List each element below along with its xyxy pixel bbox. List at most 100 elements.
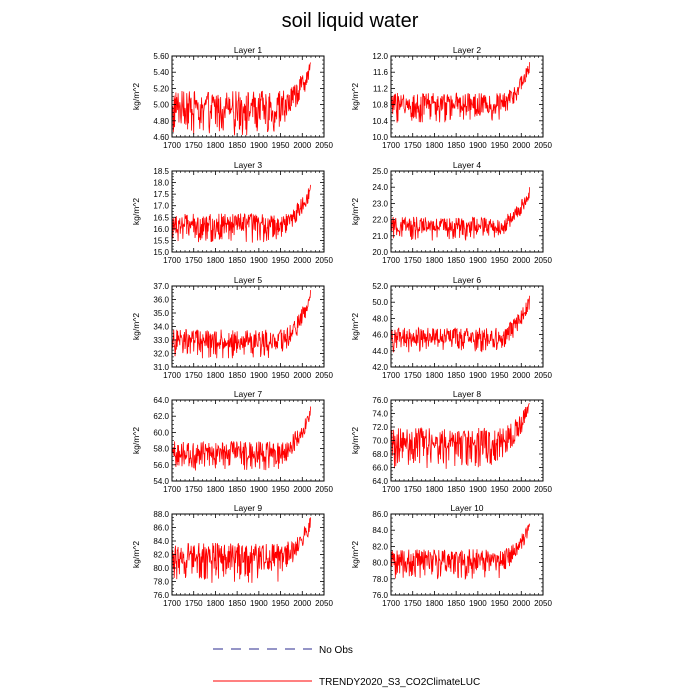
y-tick-label: 82.0	[153, 551, 169, 560]
x-tick-label: 1950	[272, 256, 290, 265]
y-tick-label: 15.5	[153, 236, 169, 245]
y-tick-label: 86.0	[153, 524, 169, 533]
panel-title: Layer 10	[450, 503, 483, 513]
panel-layer-9: 1700 1750 1800 1850 1900 1950 2000 2050 76.0 78.0…	[131, 503, 333, 608]
y-tick-label: 80.0	[153, 564, 169, 573]
x-tick-label: 1950	[491, 371, 509, 380]
figure-title: soil liquid water	[282, 10, 419, 32]
panel-title: Layer 8	[453, 389, 482, 399]
chart-panels: 1700 1750 1800 1850 1900 1950 2000 20504.604.80…	[131, 45, 552, 608]
x-tick-label: 2050	[315, 371, 333, 380]
x-tick-label: 1800	[207, 485, 225, 494]
panel-title: Layer 1	[234, 45, 263, 55]
x-tick-label: 1950	[272, 371, 290, 380]
x-tick-label: 1900	[469, 485, 487, 494]
x-tick-label: 1950	[272, 141, 290, 150]
x-tick-label: 1700	[163, 256, 181, 265]
y-tick-label: 84.0	[153, 537, 169, 546]
x-tick-label: 2000	[293, 371, 311, 380]
x-tick-label: 2050	[315, 141, 333, 150]
x-tick-label: 1700	[382, 371, 400, 380]
x-tick-label: 2050	[534, 371, 552, 380]
y-axis-label: kg/m^2	[350, 313, 360, 340]
x-tick-label: 1700	[163, 485, 181, 494]
x-tick-label: 1850	[447, 256, 465, 265]
series-line-layer-9	[172, 517, 311, 583]
y-tick-label: 16.0	[153, 225, 169, 234]
legend-model-label: TRENDY2020_S3_CO2ClimateLUC	[319, 677, 480, 688]
x-tick-label: 1800	[207, 599, 225, 608]
x-tick-label: 1800	[207, 256, 225, 265]
y-tick-label: 74.0	[372, 410, 388, 419]
x-tick-label: 1700	[163, 371, 181, 380]
y-tick-label: 15.0	[153, 248, 169, 257]
y-axis-label: kg/m^2	[131, 427, 141, 454]
y-axis-label: kg/m^2	[131, 541, 141, 568]
y-tick-label: 70.0	[372, 437, 388, 446]
y-tick-label: 10.8	[372, 101, 388, 110]
y-tick-label: 23.0	[372, 199, 388, 208]
legend: No Obs TRENDY2020_S3_CO2ClimateLUC	[213, 645, 480, 688]
y-tick-label: 5.00	[153, 101, 169, 110]
series-line-layer-6	[391, 295, 530, 353]
panel-layer-8: 1700 1750 1800 1850 1900 1950 2000 2050 64.0 66.0…	[350, 389, 552, 494]
x-tick-label: 1900	[469, 256, 487, 265]
y-tick-label: 64.0	[153, 396, 169, 405]
y-axis-label: kg/m^2	[131, 83, 141, 110]
y-tick-label: 82.0	[372, 542, 388, 551]
x-tick-label: 1850	[447, 371, 465, 380]
x-tick-label: 1900	[469, 599, 487, 608]
panel-layer-6: 1700 1750 1800 1850 1900 1950 2000 2050 42.0 44.0…	[350, 275, 552, 380]
y-tick-label: 68.0	[372, 450, 388, 459]
y-tick-label: 11.6	[373, 68, 389, 77]
x-tick-label: 1750	[185, 599, 203, 608]
panel-layer-4: 1700 1750 1800 1850 1900 1950 2000 2050 20.0 21.0…	[350, 160, 552, 265]
x-tick-label: 1700	[382, 256, 400, 265]
x-tick-label: 1850	[228, 599, 246, 608]
y-tick-label: 34.0	[153, 323, 169, 332]
x-tick-label: 1750	[404, 485, 422, 494]
panel-title: Layer 9	[234, 503, 263, 513]
y-tick-label: 21.0	[372, 232, 388, 241]
x-tick-label: 1800	[207, 141, 225, 150]
y-tick-label: 64.0	[372, 477, 388, 486]
series-line-layer-2	[391, 62, 530, 123]
y-axis-label: kg/m^2	[350, 541, 360, 568]
y-tick-label: 58.0	[153, 445, 169, 454]
y-tick-label: 10.4	[372, 117, 388, 126]
y-tick-label: 12.0	[372, 52, 388, 61]
x-tick-label: 1850	[228, 371, 246, 380]
y-tick-label: 20.0	[372, 248, 388, 257]
series-line-layer-1	[172, 62, 311, 136]
x-tick-label: 1900	[250, 485, 268, 494]
x-tick-label: 1750	[185, 485, 203, 494]
x-tick-label: 2050	[315, 256, 333, 265]
panel-layer-3: 1700 1750 1800 1850 1900 1950 2000 2050 15.0 15.5…	[131, 160, 333, 265]
y-tick-label: 10.0	[372, 133, 388, 142]
y-tick-label: 66.0	[372, 464, 388, 473]
x-tick-label: 1700	[163, 141, 181, 150]
x-tick-label: 2050	[534, 141, 552, 150]
y-tick-label: 52.0	[372, 282, 388, 291]
x-tick-label: 1700	[163, 599, 181, 608]
x-tick-label: 1850	[447, 485, 465, 494]
y-tick-label: 36.0	[153, 296, 169, 305]
x-tick-label: 2000	[293, 485, 311, 494]
x-tick-label: 1800	[207, 371, 225, 380]
y-axis-label: kg/m^2	[350, 427, 360, 454]
plot-frame	[390, 513, 544, 596]
y-tick-label: 76.0	[153, 591, 169, 600]
panel-layer-7: 1700 1750 1800 1850 1900 1950 2000 2050 54.0 56.0…	[131, 389, 333, 494]
series-line-layer-7	[172, 406, 311, 471]
x-tick-label: 1950	[491, 256, 509, 265]
x-tick-label: 2000	[293, 599, 311, 608]
x-tick-label: 1750	[185, 141, 203, 150]
y-tick-label: 22.0	[372, 216, 388, 225]
y-tick-label: 84.0	[372, 526, 388, 535]
x-tick-label: 2050	[315, 599, 333, 608]
x-tick-label: 1800	[426, 599, 444, 608]
y-tick-label: 78.0	[153, 578, 169, 587]
series-line-layer-8	[391, 403, 530, 469]
y-tick-label: 56.0	[153, 461, 169, 470]
x-tick-label: 2000	[512, 485, 530, 494]
